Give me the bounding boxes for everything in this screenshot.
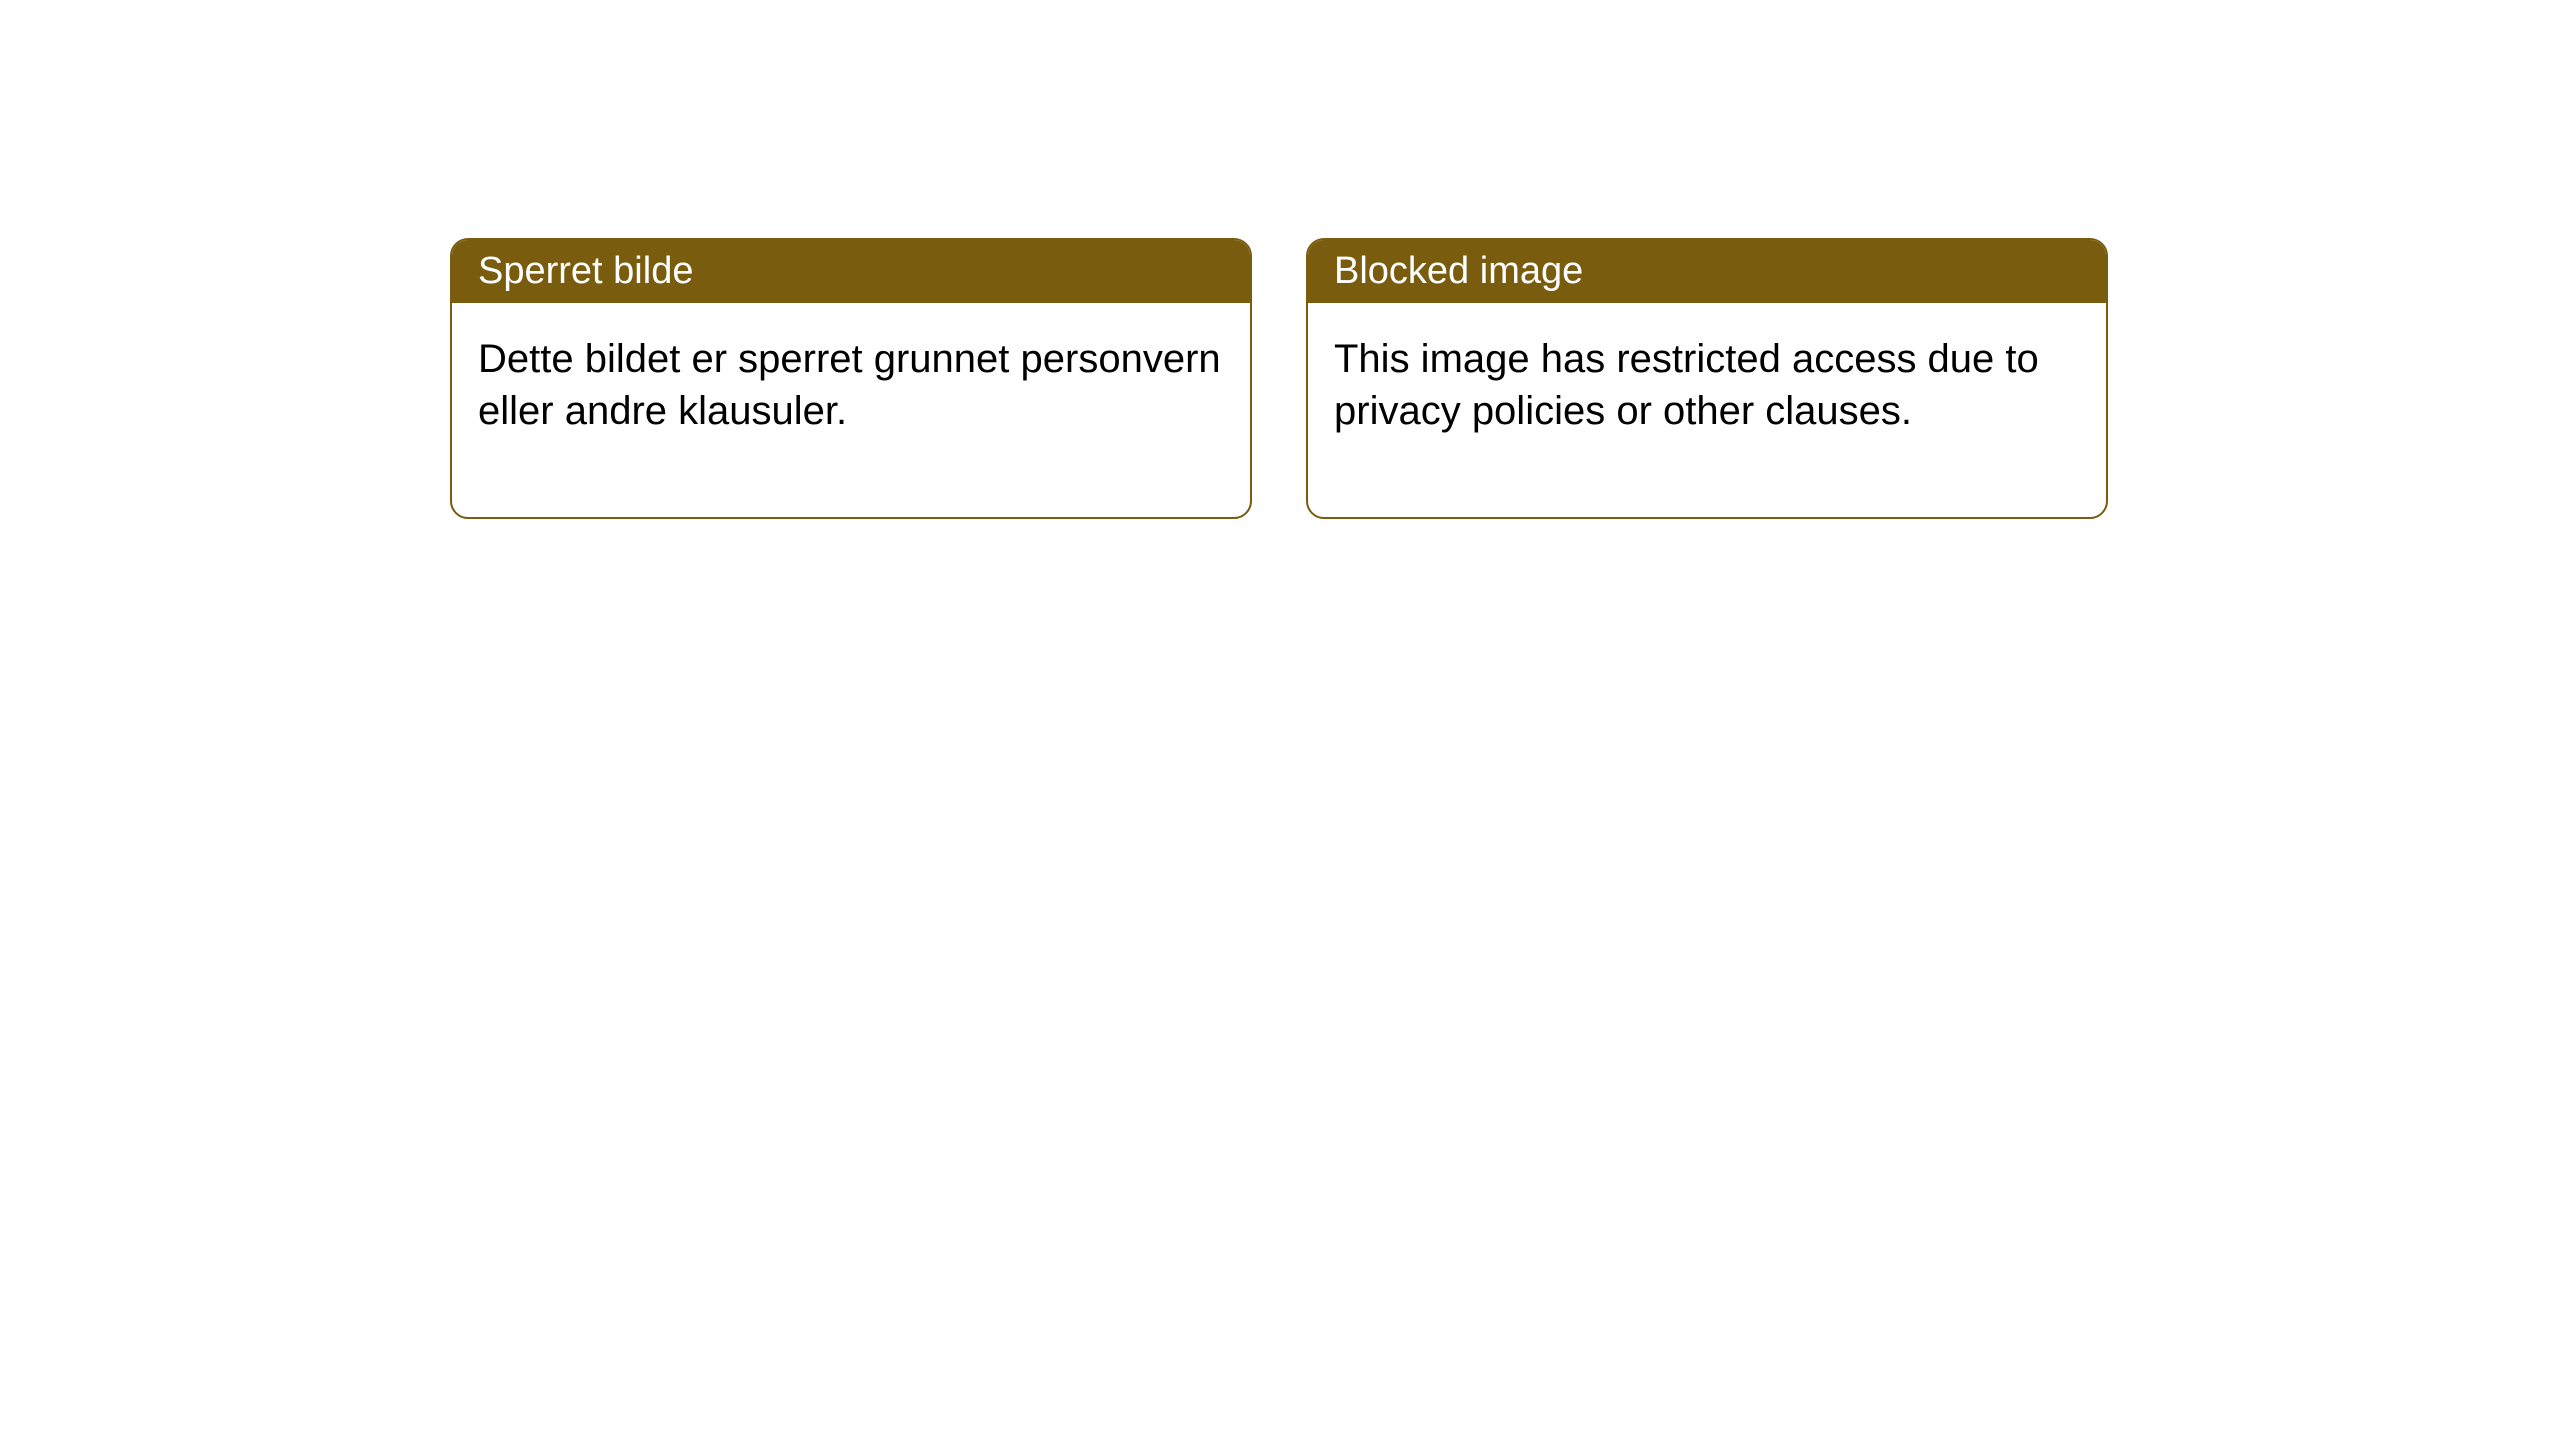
card-title: Sperret bilde xyxy=(478,250,693,292)
card-body-text: Dette bildet er sperret grunnet personve… xyxy=(478,337,1221,433)
card-body: This image has restricted access due to … xyxy=(1308,303,2106,517)
notice-card-english: Blocked image This image has restricted … xyxy=(1306,238,2108,519)
card-body: Dette bildet er sperret grunnet personve… xyxy=(452,303,1250,517)
notice-cards-container: Sperret bilde Dette bildet er sperret gr… xyxy=(450,238,2108,519)
card-title: Blocked image xyxy=(1334,250,1583,292)
notice-card-norwegian: Sperret bilde Dette bildet er sperret gr… xyxy=(450,238,1252,519)
card-body-text: This image has restricted access due to … xyxy=(1334,337,2039,433)
card-header: Blocked image xyxy=(1308,240,2106,303)
card-header: Sperret bilde xyxy=(452,240,1250,303)
